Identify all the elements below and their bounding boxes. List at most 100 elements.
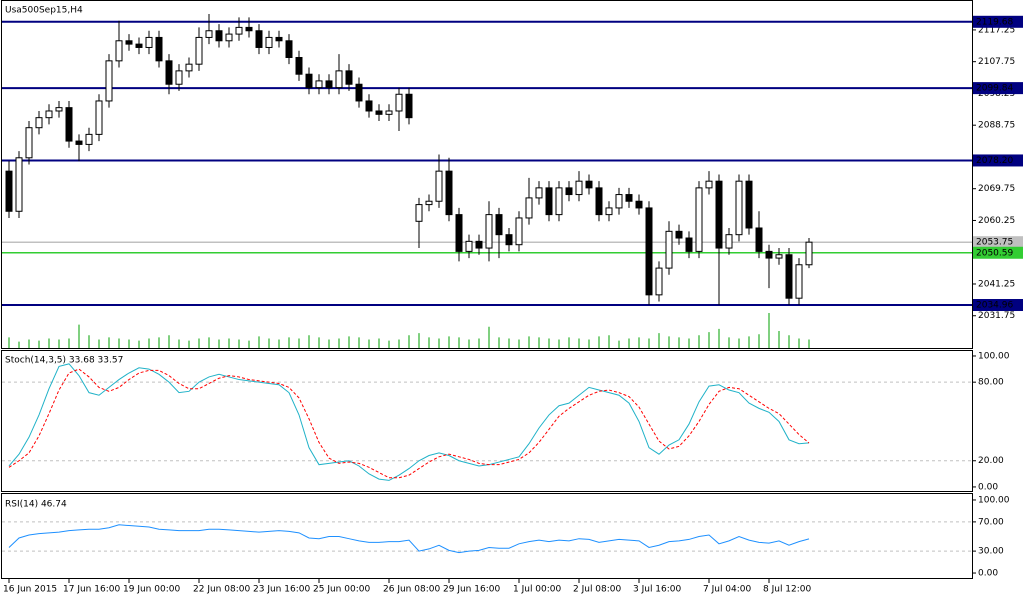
candle-body (145, 36, 153, 48)
candle-body (415, 204, 423, 222)
candle-body (745, 180, 753, 229)
candle-body (35, 117, 43, 129)
candle-body (75, 140, 83, 145)
stoch-pane (1, 350, 973, 492)
x-tick-label: 25 Jun 00:00 (313, 585, 370, 595)
level-label-box (973, 15, 1023, 28)
candle-body (365, 100, 373, 112)
level-label-box (973, 299, 1023, 312)
main-pane (1, 0, 973, 349)
candle-body (235, 26, 243, 35)
candle-body (775, 254, 783, 259)
candle-body (295, 56, 303, 75)
candle-body (765, 250, 773, 259)
candle-body (485, 214, 493, 249)
candle-body (445, 170, 453, 216)
candle-body (625, 194, 633, 202)
candle-body (405, 93, 413, 119)
candle-body (755, 227, 763, 252)
candle-body (375, 110, 383, 115)
candle-body (425, 200, 433, 206)
candle-body (165, 60, 173, 85)
candle-body (435, 170, 443, 202)
candle-body (575, 180, 583, 196)
y-tick-label: 0.00 (978, 569, 998, 579)
candle-body (685, 237, 693, 252)
candle-body (315, 80, 323, 89)
candle-body (265, 36, 273, 48)
y-tick-label: 2117.25 (978, 25, 1015, 35)
x-tick-label: 3 Jul 16:00 (633, 585, 682, 595)
x-tick-label: 29 Jun 16:00 (443, 585, 500, 595)
y-tick-label: 20.00 (978, 456, 1004, 466)
candle-body (585, 180, 593, 189)
candle-body (65, 107, 73, 142)
candle-body (705, 180, 713, 189)
x-tick-label: 2 Jul 08:00 (573, 585, 622, 595)
level-label-box (973, 236, 1023, 249)
y-tick-label: 2107.75 (978, 57, 1015, 67)
pane-title: Stoch(14,3,5) 33.68 33.57 (5, 356, 123, 366)
level-label: 2053.75 (976, 238, 1013, 248)
x-tick-label: 1 Jul 00:00 (513, 585, 562, 595)
candle-body (795, 264, 803, 299)
y-tick-label: 0.00 (978, 482, 998, 492)
candle-body (715, 180, 723, 249)
candle-body (345, 70, 353, 85)
candle-body (95, 100, 103, 135)
pane-title: Usa500Sep15,H4 (5, 6, 83, 16)
y-tick-label: 2041.25 (978, 279, 1015, 289)
level-label: 2119.68 (976, 17, 1013, 27)
candle-body (725, 234, 733, 249)
candle-body (185, 63, 193, 72)
y-tick-label: 100.00 (978, 495, 1010, 505)
y-tick-label: 100.00 (978, 351, 1010, 361)
x-tick-label: 26 Jun 08:00 (383, 585, 440, 595)
candle-body (115, 40, 123, 62)
candle-body (615, 194, 623, 209)
candle-body (395, 93, 403, 112)
candle-body (15, 157, 23, 212)
candle-body (805, 241, 813, 266)
candle-body (205, 30, 213, 38)
candle-body (675, 230, 683, 239)
candle-body (515, 217, 523, 246)
level-label-box (973, 154, 1023, 167)
y-tick-label: 2031.75 (978, 311, 1015, 321)
candle-body (735, 180, 743, 236)
candle-body (385, 110, 393, 115)
candle-body (25, 127, 33, 159)
y-tick-label: 2088.75 (978, 121, 1015, 131)
candle-body (5, 170, 13, 212)
candle-body (535, 187, 543, 199)
x-tick-label: 7 Jul 04:00 (703, 585, 752, 595)
candle-body (565, 187, 573, 196)
candle-body (125, 40, 133, 45)
candle-body (665, 230, 673, 269)
level-label-box (973, 82, 1023, 95)
candle-body (465, 240, 473, 252)
candle-body (655, 267, 663, 296)
candle-body (525, 197, 533, 219)
candle-body (355, 83, 363, 102)
rsi-pane (1, 493, 973, 579)
candle-body (305, 73, 313, 89)
y-tick-label: 2060.25 (978, 216, 1015, 226)
candle-body (495, 214, 503, 236)
y-tick-label: 30.00 (978, 547, 1004, 557)
candle-body (105, 60, 113, 102)
level-label: 2034.96 (976, 301, 1013, 311)
y-tick-label: 2069.75 (978, 184, 1015, 194)
candle-body (335, 70, 343, 89)
x-tick-label: 22 Jun 08:00 (193, 585, 250, 595)
y-tick-label: 80.00 (978, 378, 1004, 388)
candle-body (325, 80, 333, 89)
indicator-line (8, 524, 810, 554)
candle-body (85, 133, 93, 145)
candle-body (635, 200, 643, 209)
x-tick-label: 23 Jun 16:00 (253, 585, 310, 595)
candle-body (785, 254, 793, 299)
candle-body (255, 30, 263, 48)
